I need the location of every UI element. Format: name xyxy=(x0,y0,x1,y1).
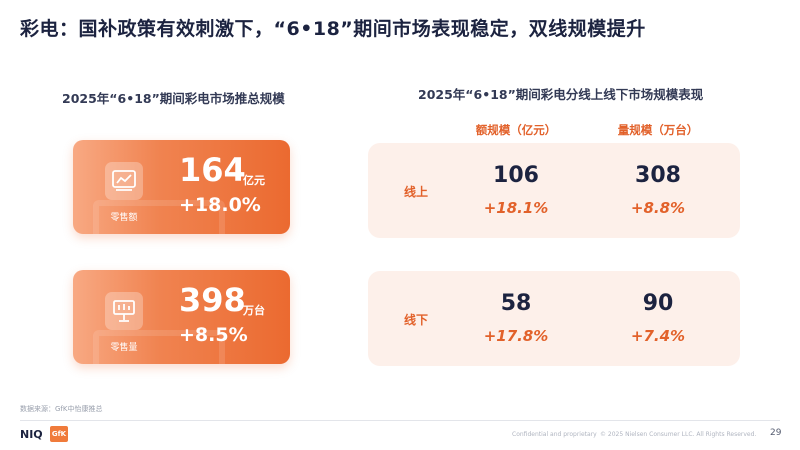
row-label: 线上 xyxy=(404,185,429,199)
card-label: 零售额 xyxy=(110,213,138,223)
kpi-value: 164 xyxy=(179,151,246,189)
column-header-volume: 量规模（万台） xyxy=(617,123,699,137)
page-title: 彩电：国补政策有效刺激下，“6•18”期间市场表现稳定，双线规模提升 xyxy=(20,18,646,40)
column-header-value: 额规模（亿元） xyxy=(475,123,557,137)
cell-change: +17.8% xyxy=(483,327,549,345)
copyright-note: © 2025 Nielsen Consumer LLC. All Rights … xyxy=(600,431,757,438)
cell-change: +18.1% xyxy=(483,199,549,217)
left-section-title: 2025年“6•18”期间彩电市场推总规模 xyxy=(62,91,285,106)
presentation-icon xyxy=(105,292,143,330)
table-row-online: 线上 106 308 +18.1% +8.8% xyxy=(368,143,740,238)
row-label: 线下 xyxy=(404,313,429,327)
retail-volume-card: 零售量 398 万台 +8.5% xyxy=(73,270,290,364)
kpi-change: +8.5% xyxy=(179,324,248,346)
cell-change: +7.4% xyxy=(630,327,686,345)
gfk-logo: GfK xyxy=(50,426,68,442)
kpi-unit: 万台 xyxy=(243,304,265,317)
page-number: 29 xyxy=(770,428,782,438)
retail-value-card: 零售额 164 亿元 +18.0% xyxy=(73,140,290,234)
cell-change: +8.8% xyxy=(630,199,686,217)
table-row-offline: 线下 58 90 +17.8% +7.4% xyxy=(368,271,740,366)
chart-icon xyxy=(105,162,143,200)
cell-value: 308 xyxy=(635,163,681,188)
niq-logo: NIQ xyxy=(20,428,43,441)
cell-value: 58 xyxy=(500,291,532,316)
kpi-unit: 亿元 xyxy=(243,174,265,187)
cell-value: 90 xyxy=(642,291,674,316)
right-section-title: 2025年“6•18”期间彩电分线上线下市场规模表现 xyxy=(418,87,704,102)
card-label: 零售量 xyxy=(110,343,138,353)
footer-divider xyxy=(20,420,780,421)
kpi-value: 398 xyxy=(179,281,246,319)
kpi-change: +18.0% xyxy=(179,194,261,216)
confidential-note: Confidential and proprietary xyxy=(512,431,597,438)
cell-value: 106 xyxy=(493,163,539,188)
data-source: 数据来源：GfK中怡康推总 xyxy=(20,405,103,413)
